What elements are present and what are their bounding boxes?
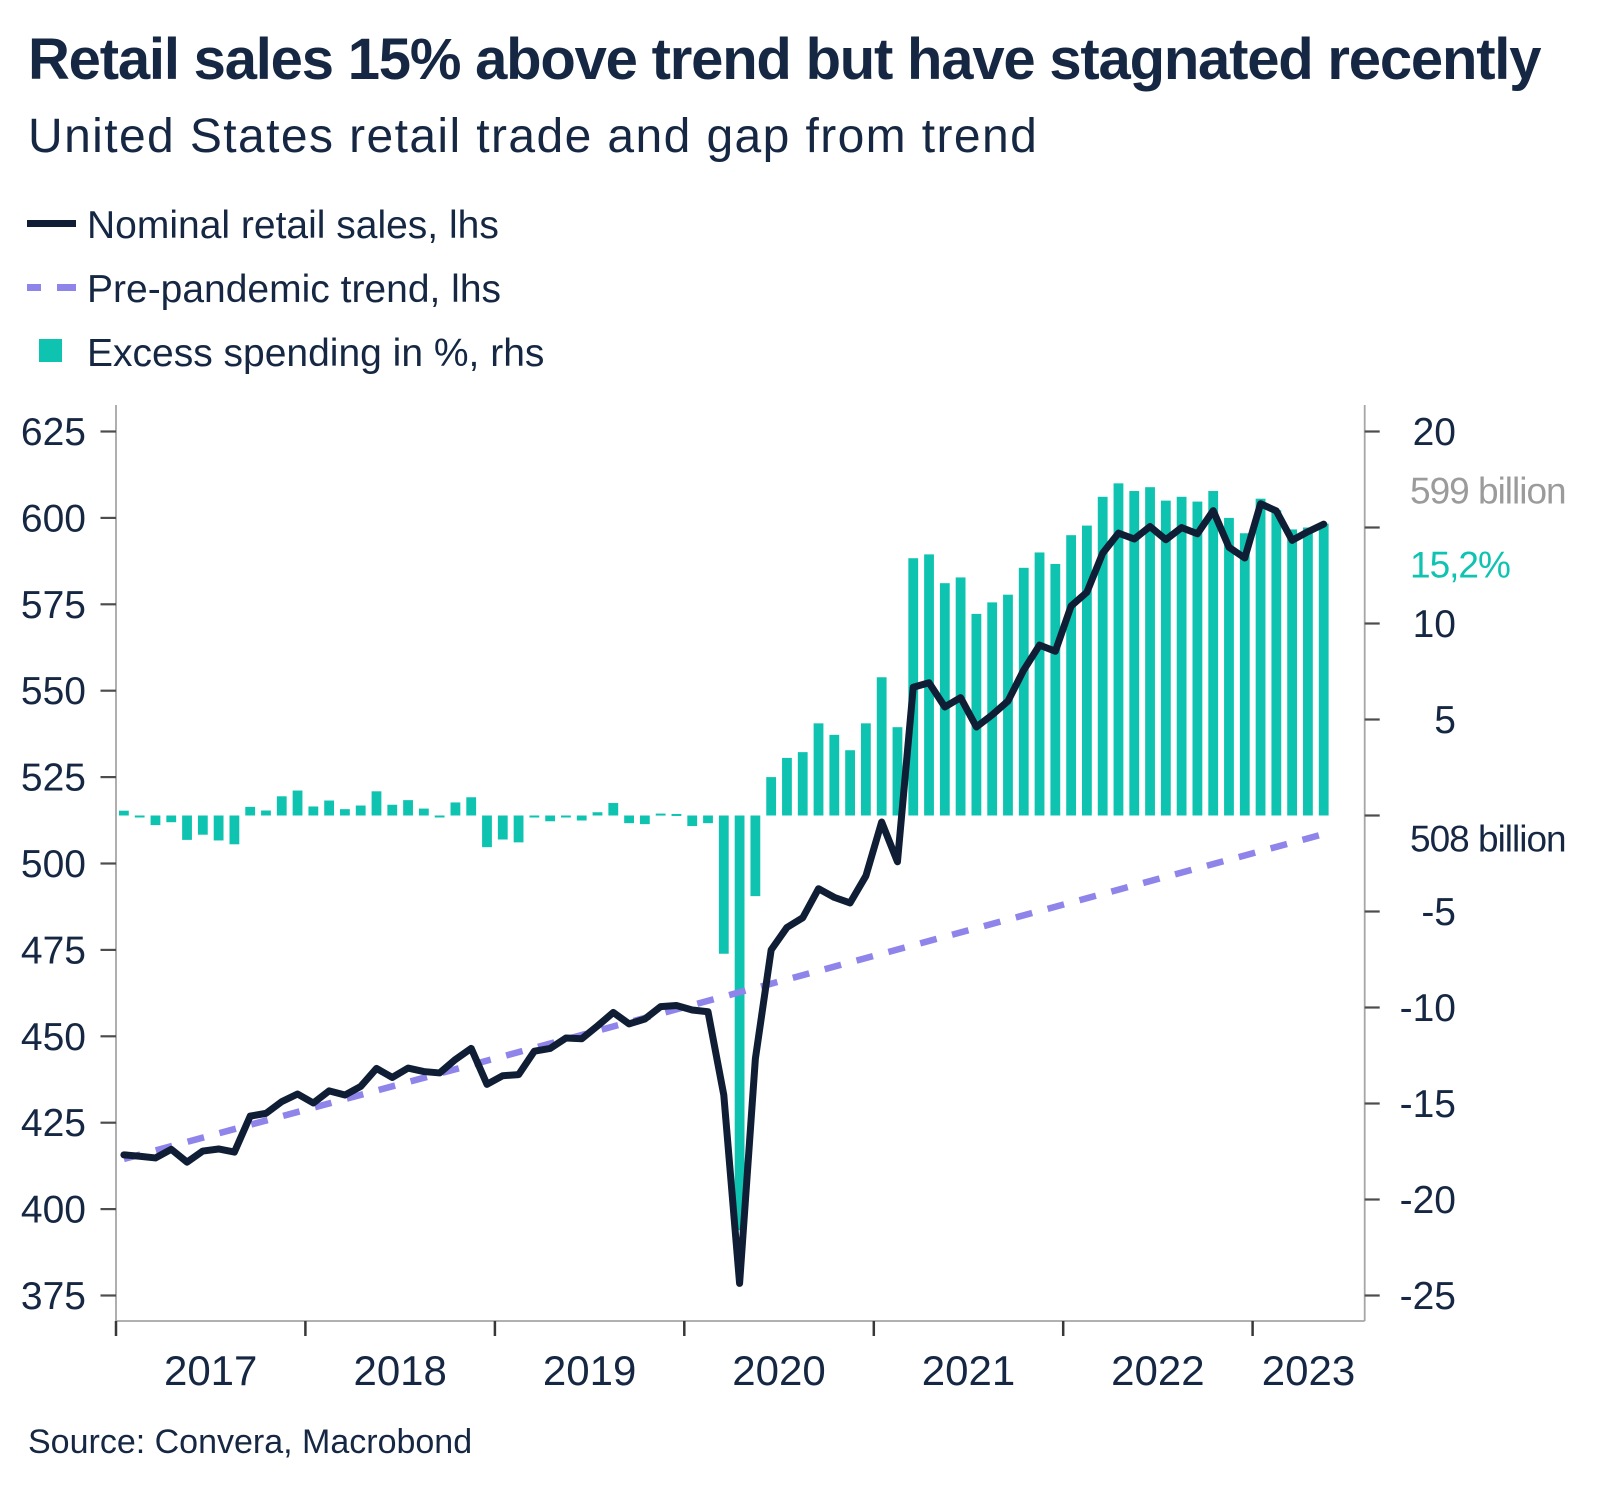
svg-text:550: 550: [21, 670, 86, 713]
svg-text:450: 450: [21, 1016, 86, 1059]
svg-text:2020: 2020: [732, 1347, 825, 1394]
svg-text:15,2%: 15,2%: [1410, 545, 1510, 586]
svg-text:-25: -25: [1400, 1275, 1456, 1318]
svg-text:375: 375: [21, 1275, 86, 1318]
svg-text:2023: 2023: [1262, 1347, 1355, 1394]
svg-text:10: 10: [1413, 603, 1456, 646]
svg-text:20: 20: [1413, 411, 1456, 454]
svg-text:500: 500: [21, 843, 86, 886]
svg-text:508 billion: 508 billion: [1410, 819, 1566, 860]
svg-text:575: 575: [21, 584, 86, 627]
svg-text:599 billion: 599 billion: [1410, 471, 1566, 512]
svg-text:625: 625: [21, 411, 86, 454]
svg-text:-15: -15: [1400, 1083, 1456, 1126]
svg-text:425: 425: [21, 1102, 86, 1145]
svg-text:2019: 2019: [543, 1347, 636, 1394]
svg-text:2018: 2018: [353, 1347, 446, 1394]
svg-text:2017: 2017: [164, 1347, 257, 1394]
svg-text:5: 5: [1434, 699, 1456, 742]
svg-text:400: 400: [21, 1189, 86, 1232]
svg-text:-5: -5: [1421, 891, 1456, 934]
svg-text:2021: 2021: [922, 1347, 1015, 1394]
svg-text:-20: -20: [1400, 1179, 1456, 1222]
svg-text:600: 600: [21, 497, 86, 540]
svg-text:525: 525: [21, 757, 86, 800]
svg-text:-10: -10: [1400, 987, 1456, 1030]
svg-text:2022: 2022: [1111, 1347, 1204, 1394]
svg-text:475: 475: [21, 929, 86, 972]
